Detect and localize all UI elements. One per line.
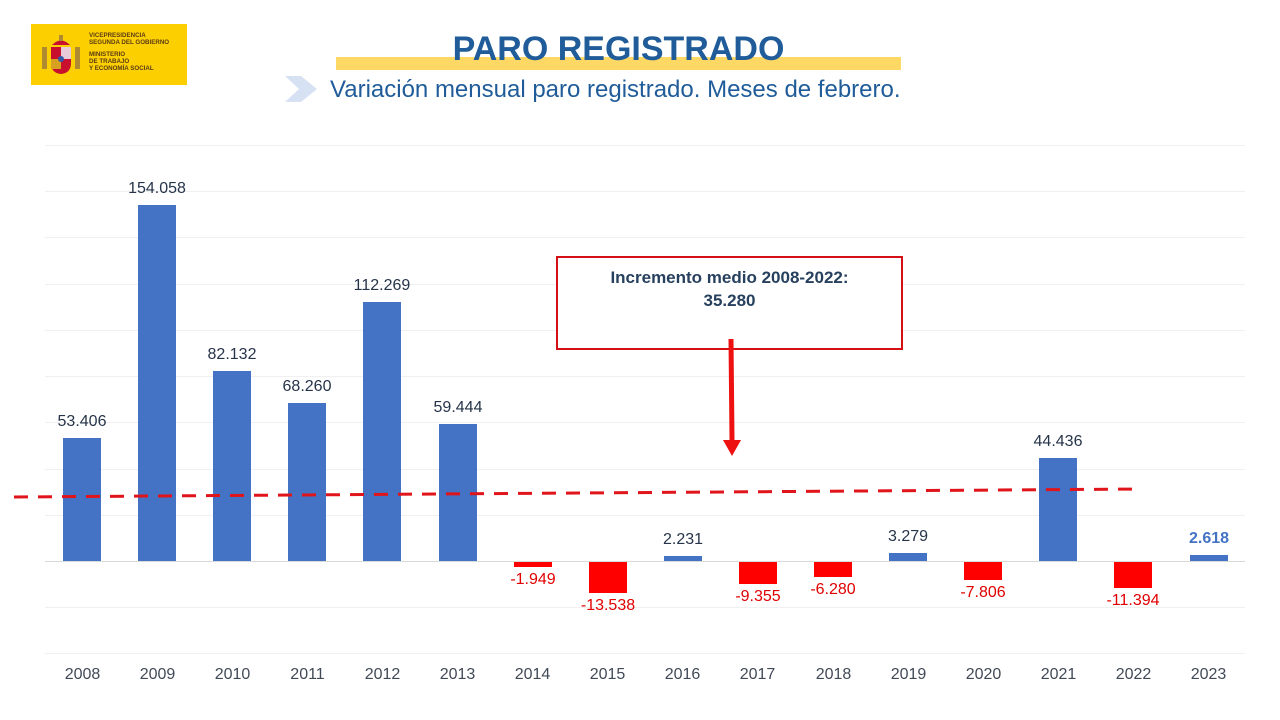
ministry-logo: VICEPRESIDENCIA SEGUNDA DEL GOBIERNO MIN… xyxy=(31,24,187,85)
gridline xyxy=(45,607,1245,608)
bar-2023 xyxy=(1190,555,1228,561)
x-tick-label: 2009 xyxy=(139,666,176,683)
logo-line: DE TRABAJO xyxy=(89,58,130,65)
x-tick-label: 2010 xyxy=(214,666,251,683)
data-label-2018: -6.280 xyxy=(810,581,856,598)
bar-2011 xyxy=(288,403,326,561)
bar-2019 xyxy=(889,553,927,561)
logo-line: SEGUNDA DEL GOBIERNO xyxy=(89,39,170,46)
x-tick-label: 2015 xyxy=(589,666,626,683)
data-label-2019: 3.279 xyxy=(887,528,929,545)
logo-line: MINISTERIO xyxy=(89,51,126,58)
data-label-2020: -7.806 xyxy=(960,584,1006,601)
data-label-2015: -13.538 xyxy=(580,597,636,614)
x-tick-label: 2018 xyxy=(815,666,852,683)
chevron-right-icon xyxy=(285,76,317,102)
gridline xyxy=(45,191,1245,192)
bar-2014 xyxy=(514,562,552,567)
data-label-2021: 44.436 xyxy=(1033,433,1083,450)
x-tick-label: 2020 xyxy=(965,666,1002,683)
gridline xyxy=(45,653,1245,654)
data-label-2023: 2.618 xyxy=(1188,530,1230,547)
bar-2022 xyxy=(1114,562,1152,588)
data-label-2012: 112.269 xyxy=(353,277,411,294)
bar-2010 xyxy=(213,371,251,561)
bar-2016 xyxy=(664,556,702,561)
x-tick-label: 2012 xyxy=(364,666,401,683)
data-label-2010: 82.132 xyxy=(207,346,257,363)
title-highlight-band xyxy=(336,57,901,70)
bar-2021 xyxy=(1039,458,1077,561)
gridline xyxy=(45,515,1245,516)
bar-2009 xyxy=(138,205,176,561)
data-label-2008: 53.406 xyxy=(57,413,107,430)
logo-line: Y ECONOMÍA SOCIAL xyxy=(89,65,154,72)
page-title: PARO REGISTRADO xyxy=(452,30,785,68)
chart-subtitle: Variación mensual paro registrado. Meses… xyxy=(330,76,901,103)
bar-2020 xyxy=(964,562,1002,580)
x-tick-label: 2011 xyxy=(290,666,325,683)
data-label-2016: 2.231 xyxy=(662,531,704,548)
average-callout: Incremento medio 2008-2022: 35.280 xyxy=(556,256,903,350)
gridline xyxy=(45,237,1245,238)
logo-text: VICEPRESIDENCIA SEGUNDA DEL GOBIERNO MIN… xyxy=(89,32,169,72)
zero-axis-line xyxy=(45,561,1245,562)
x-tick-label: 2017 xyxy=(739,666,776,683)
bar-2017 xyxy=(739,562,777,584)
x-tick-label: 2019 xyxy=(890,666,927,683)
x-tick-label: 2023 xyxy=(1190,666,1227,683)
bar-2012 xyxy=(363,302,401,561)
gridline xyxy=(45,376,1245,377)
bar-2015 xyxy=(589,562,627,593)
callout-value: 35.280 xyxy=(703,291,756,310)
x-tick-label: 2013 xyxy=(439,666,476,683)
x-tick-label: 2014 xyxy=(514,666,551,683)
bar-2018 xyxy=(814,562,852,577)
logo-line: VICEPRESIDENCIA xyxy=(89,32,146,39)
x-tick-label: 2016 xyxy=(664,666,701,683)
data-label-2014: -1.949 xyxy=(510,571,556,588)
bar-2008 xyxy=(63,438,101,561)
x-tick-label: 2008 xyxy=(64,666,101,683)
gridline xyxy=(45,469,1245,470)
data-label-2022: -11.394 xyxy=(1106,592,1160,609)
x-tick-label: 2022 xyxy=(1115,666,1152,683)
callout-label: Incremento medio 2008-2022: xyxy=(610,268,849,287)
data-label-2011: 68.260 xyxy=(282,378,332,395)
data-label-2009: 154.058 xyxy=(128,180,186,197)
data-label-2017: -9.355 xyxy=(735,588,781,605)
data-label-2013: 59.444 xyxy=(433,399,483,416)
gridline xyxy=(45,145,1245,146)
x-tick-label: 2021 xyxy=(1040,666,1077,683)
gridline xyxy=(45,422,1245,423)
coat-of-arms-icon xyxy=(42,35,80,74)
